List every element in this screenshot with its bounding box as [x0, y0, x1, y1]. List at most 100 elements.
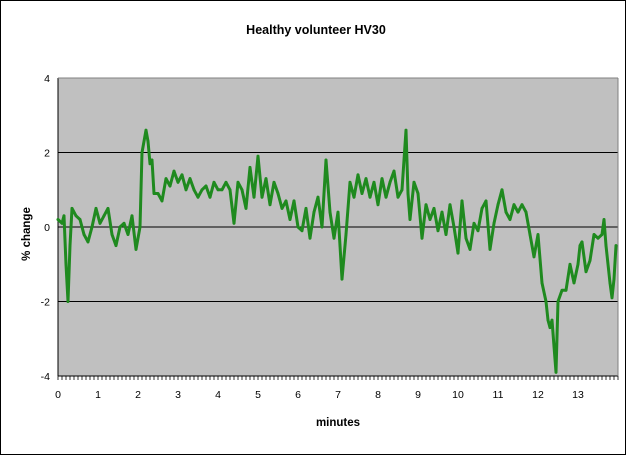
data-point	[412, 180, 416, 184]
data-point	[276, 192, 280, 195]
data-point	[608, 281, 612, 285]
data-point	[456, 251, 460, 255]
data-point	[200, 188, 204, 192]
data-point	[82, 233, 86, 236]
data-point	[488, 248, 492, 251]
x-tick-label: 7	[335, 389, 341, 401]
data-point	[62, 214, 66, 218]
data-point	[554, 370, 558, 374]
data-point	[548, 326, 552, 329]
x-tick-label: 4	[215, 389, 221, 401]
data-point	[416, 192, 420, 195]
data-point	[228, 188, 232, 192]
data-point	[130, 214, 134, 218]
data-point	[324, 158, 328, 162]
data-point	[392, 169, 396, 173]
data-point	[546, 318, 550, 322]
data-point	[168, 184, 172, 188]
data-point	[348, 180, 352, 184]
x-tick-label: 12	[532, 389, 544, 401]
data-point	[540, 281, 544, 285]
x-tick-label: 11	[493, 389, 504, 401]
series-line	[56, 128, 618, 374]
y-tick-label: -4	[41, 371, 50, 383]
data-point	[118, 225, 122, 229]
data-point	[612, 277, 616, 281]
tick-labels: 420-2-40 1 2 3 4 5 6 7 8 9 10 11 12 13	[41, 73, 584, 401]
data-point	[424, 203, 428, 207]
data-point	[550, 318, 554, 322]
data-point	[432, 207, 436, 210]
data-point	[440, 210, 444, 214]
x-axis-title: minutes	[316, 417, 360, 429]
data-point	[536, 233, 540, 236]
data-point	[192, 188, 196, 192]
data-point	[524, 210, 528, 214]
data-point	[296, 225, 300, 229]
data-point	[356, 173, 360, 177]
data-point	[236, 180, 240, 184]
data-point	[580, 240, 584, 244]
data-point	[304, 207, 308, 210]
data-point	[504, 210, 508, 214]
data-point	[484, 199, 488, 203]
data-point	[140, 151, 144, 154]
data-point	[604, 244, 608, 248]
data-point	[272, 180, 276, 184]
data-point	[472, 221, 476, 225]
data-point	[60, 221, 64, 225]
data-point	[56, 218, 60, 221]
data-point	[576, 262, 580, 266]
data-point	[336, 210, 340, 214]
data-point	[340, 277, 344, 281]
data-point	[528, 233, 532, 236]
data-point	[532, 255, 536, 259]
data-point	[588, 259, 592, 262]
x-tick-label: 9	[415, 389, 421, 401]
data-point	[98, 221, 102, 225]
data-point	[500, 188, 504, 192]
data-point	[448, 203, 452, 207]
data-point	[86, 240, 90, 244]
data-point	[90, 225, 94, 229]
x-tick-label: 3	[175, 389, 181, 401]
data-point	[360, 192, 364, 195]
data-point	[572, 281, 576, 285]
series-layer	[56, 128, 618, 374]
y-tick-label: 4	[44, 73, 50, 85]
data-point	[400, 188, 404, 192]
data-point	[204, 184, 208, 188]
data-point	[436, 229, 440, 233]
data-point	[160, 199, 164, 203]
data-point	[406, 192, 410, 195]
data-point	[114, 244, 118, 248]
data-point	[68, 244, 72, 248]
data-point	[552, 344, 556, 348]
data-point	[172, 169, 176, 173]
data-point	[320, 225, 324, 229]
data-point	[376, 203, 380, 207]
data-point	[280, 207, 284, 210]
x-tick-label: 2	[135, 389, 141, 401]
data-point	[564, 288, 568, 292]
data-point	[610, 296, 614, 300]
data-point	[420, 236, 424, 240]
data-point	[480, 207, 484, 210]
data-point	[596, 236, 600, 240]
data-point	[512, 203, 516, 207]
data-point	[292, 199, 296, 203]
data-point	[316, 195, 320, 199]
data-point	[138, 225, 142, 229]
data-point	[368, 195, 372, 199]
data-point	[70, 207, 74, 210]
data-point	[152, 192, 156, 195]
data-point	[308, 236, 312, 240]
data-point	[544, 300, 548, 303]
data-point	[380, 177, 384, 181]
data-point	[220, 188, 224, 192]
data-point	[396, 195, 400, 199]
data-point	[78, 218, 82, 221]
data-point	[122, 221, 126, 225]
y-tick-label: -2	[41, 297, 50, 309]
